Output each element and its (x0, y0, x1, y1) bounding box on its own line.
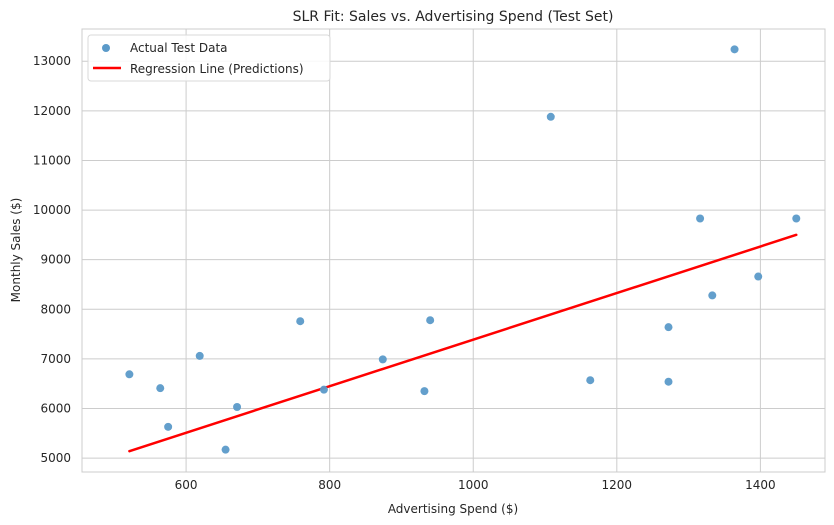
y-tick-label: 8000 (40, 302, 71, 316)
legend: Actual Test Data Regression Line (Predic… (87, 34, 331, 82)
scatter-points (125, 45, 801, 454)
data-point (420, 387, 429, 396)
data-point (586, 376, 595, 385)
data-point (754, 272, 763, 281)
y-axis-label: Monthly Sales ($) (9, 198, 23, 303)
data-point (708, 291, 717, 300)
data-point (792, 214, 801, 223)
x-tick-label: 1200 (602, 478, 633, 492)
legend-marker-actual-test-data (102, 44, 110, 52)
data-point (221, 445, 230, 454)
data-point (125, 370, 134, 379)
data-point (696, 214, 705, 223)
data-point (426, 316, 435, 325)
data-point (164, 422, 173, 431)
data-point (546, 112, 555, 121)
x-tick-label: 800 (318, 478, 341, 492)
x-tick-label: 1000 (458, 478, 489, 492)
y-tick-label: 6000 (40, 402, 71, 416)
data-point (378, 355, 387, 364)
y-tick-label: 13000 (33, 54, 71, 68)
data-point (233, 403, 242, 412)
data-point (664, 323, 673, 332)
regression-line (128, 233, 798, 453)
legend-label-actual-test-data: Actual Test Data (130, 41, 228, 55)
y-tick-label: 5000 (40, 451, 71, 465)
data-point (664, 377, 673, 386)
x-tick-label: 600 (175, 478, 198, 492)
data-point (730, 45, 739, 54)
y-tick-label: 10000 (33, 203, 71, 217)
data-point (195, 351, 204, 360)
regression-line-layer (128, 233, 798, 453)
plot-background (82, 29, 825, 472)
grid-lines (82, 29, 825, 472)
plot-frame (81, 28, 826, 473)
legend-label-regression-line: Regression Line (Predictions) (130, 62, 304, 76)
data-point (296, 317, 305, 326)
legend-box (87, 34, 331, 82)
x-axis-label: Advertising Spend ($) (388, 502, 518, 516)
data-point (156, 384, 165, 393)
x-tick-label: 1400 (745, 478, 776, 492)
y-tick-label: 9000 (40, 253, 71, 267)
y-tick-label: 7000 (40, 352, 71, 366)
data-point (319, 385, 328, 394)
y-tick-label: 11000 (33, 153, 71, 167)
chart-title: SLR Fit: Sales vs. Advertising Spend (Te… (293, 9, 614, 25)
y-tick-label: 12000 (33, 104, 71, 118)
tick-labels: 600 800 1000 1200 1400 5000 6000 7000 8000 9000 10… (33, 54, 776, 492)
